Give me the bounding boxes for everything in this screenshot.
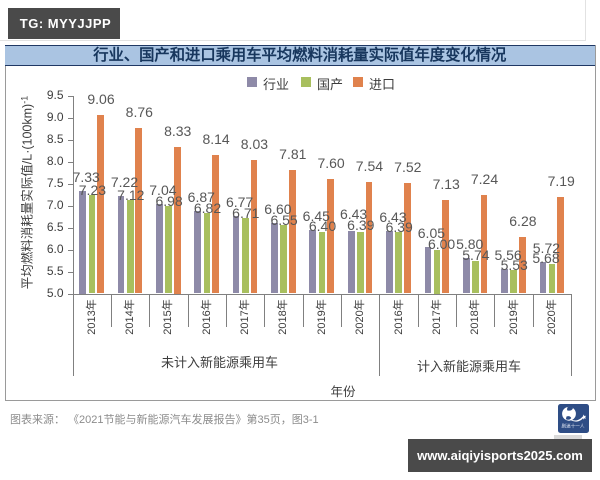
svg-text:剧迷十一人: 剧迷十一人 (562, 422, 585, 429)
